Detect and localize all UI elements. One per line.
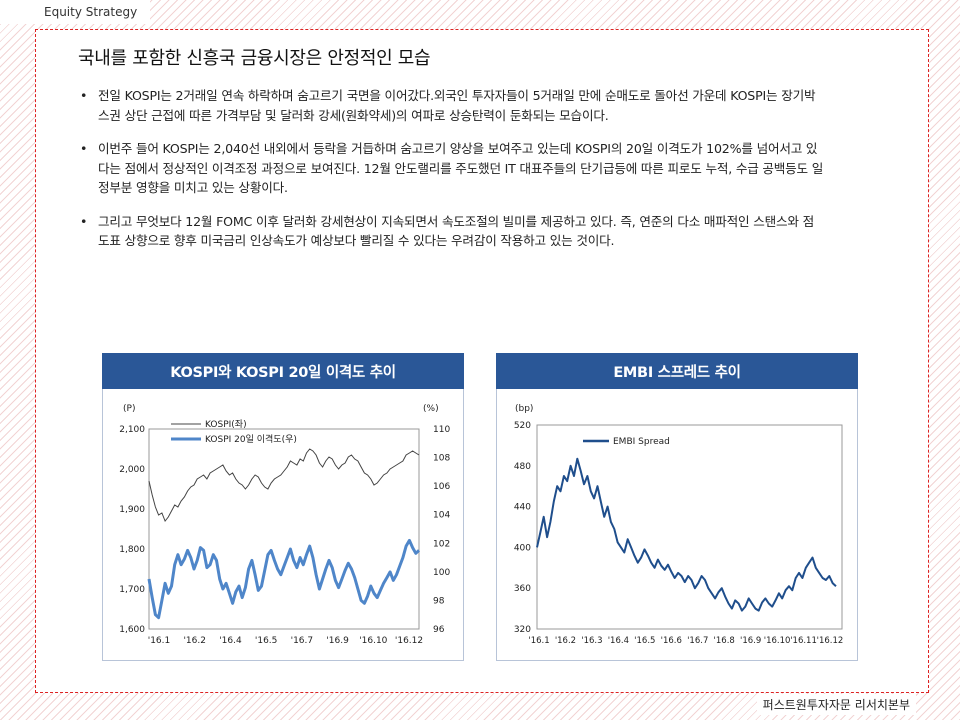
kospi-plot-frame <box>148 428 420 630</box>
embi-x-tick-label: '16.11 <box>790 636 817 646</box>
embi-y-tick-label: 320 <box>514 625 531 635</box>
embi-y-tick-label: 440 <box>514 503 531 513</box>
kospi-right-tick-label: 98 <box>433 596 445 606</box>
embi-legend: EMBI Spread <box>583 437 670 447</box>
kospi-right-tick-label: 104 <box>433 511 450 521</box>
kospi-right-tick-label: 96 <box>433 625 445 635</box>
kospi-chart-svg: (P) (%) 1,600 1,700 1,800 1,900 2,000 2,100 9… <box>119 404 450 646</box>
footer-credit: 퍼스트원투자자문 리서치본부 <box>756 694 916 715</box>
kospi-gap-series-line <box>147 538 421 620</box>
embi-x-tick-label: '16.5 <box>634 636 655 646</box>
bullet-text: 그리고 무엇보다 12월 FOMC 이후 달러화 강세현상이 지속되면서 속도조… <box>98 213 814 249</box>
embi-y-tick-label: 400 <box>514 543 531 553</box>
kospi-left-tick-label: 2,000 <box>119 465 145 475</box>
kospi-x-tick-label: '16.1 <box>148 636 171 646</box>
kospi-x-tick-label: '16.4 <box>219 636 242 646</box>
kospi-x-tick-label: '16.9 <box>326 636 349 646</box>
kospi-right-tick-label: 108 <box>433 454 450 464</box>
embi-series-line <box>536 457 837 612</box>
embi-x-tick-label: '16.12 <box>817 636 844 646</box>
kospi-left-unit: (P) <box>123 404 135 414</box>
kospi-legend: KOSPI(좌) KOSPI 20일 이격도(우) <box>171 419 297 445</box>
kospi-x-tick-label: '16.7 <box>291 636 314 646</box>
kospi-right-tick-label: 102 <box>433 539 450 549</box>
kospi-x-tick-label: '16.5 <box>255 636 278 646</box>
embi-y-unit: (bp) <box>515 404 533 414</box>
page-title: 국내를 포함한 신흥국 금융시장은 안정적인 모습 <box>78 48 431 69</box>
embi-x-tick-label: '16.6 <box>661 636 682 646</box>
report-section-tag: Equity Strategy <box>0 0 150 24</box>
embi-x-tick-label: '16.2 <box>555 636 576 646</box>
embi-chart-body: (bp) 320 360 400 440 480 520 '16.1 '16.2 '16.3 '… <box>496 389 858 661</box>
bullet-dot-icon: • <box>80 213 88 229</box>
kospi-right-tick-label: 106 <box>433 482 450 492</box>
embi-chart-svg: (bp) 320 360 400 440 480 520 '16.1 '16.2 '16.3 '… <box>514 404 844 646</box>
kospi-x-tick-label: '16.12 <box>395 636 423 646</box>
embi-x-tick-label: '16.4 <box>608 636 629 646</box>
legend-label-kospi: KOSPI(좌) <box>205 419 247 430</box>
embi-chart-title: EMBI 스프레드 추이 <box>496 353 858 389</box>
bullet-text: 전일 KOSPI는 2거래일 연속 하락하며 숨고르기 국면을 이어갔다.외국인… <box>98 88 816 123</box>
embi-plot-frame <box>536 424 843 630</box>
embi-y-tick-label: 360 <box>514 584 531 594</box>
kospi-left-tick-label: 1,900 <box>119 505 145 515</box>
bullet-item: • 전일 KOSPI는 2거래일 연속 하락하며 숨고르기 국면을 이어갔다.외… <box>80 86 825 125</box>
kospi-x-tick-label: '16.10 <box>359 636 388 646</box>
kospi-left-tick-label: 1,800 <box>119 545 145 555</box>
bullet-dot-icon: • <box>80 88 88 103</box>
embi-x-tick-label: '16.10 <box>764 636 791 646</box>
kospi-left-tick-label: 1,700 <box>119 585 145 595</box>
bullet-list: • 전일 KOSPI는 2거래일 연속 하락하며 숨고르기 국면을 이어갔다.외… <box>80 86 825 265</box>
bullet-item: • 그리고 무엇보다 12월 FOMC 이후 달러화 강세현상이 지속되면서 속… <box>80 212 825 251</box>
kospi-chart-box: KOSPI와 KOSPI 20일 이격도 추이 (P) (%) 1,600 1,7… <box>102 353 464 661</box>
embi-x-tick-label: '16.8 <box>714 636 735 646</box>
kospi-right-tick-label: 110 <box>433 425 450 435</box>
kospi-series-line <box>148 448 420 522</box>
embi-x-tick-label: '16.7 <box>687 636 708 646</box>
kospi-x-tick-label: '16.2 <box>183 636 206 646</box>
kospi-right-tick-label: 100 <box>433 568 450 578</box>
legend-label-embi: EMBI Spread <box>613 437 670 447</box>
legend-label-gap: KOSPI 20일 이격도(우) <box>205 433 297 445</box>
kospi-left-tick-label: 1,600 <box>119 625 145 635</box>
embi-chart-box: EMBI 스프레드 추이 (bp) 320 360 400 440 480 520 '16… <box>496 353 858 661</box>
bullet-item: • 이번주 들어 KOSPI는 2,040선 내외에서 등락을 거듭하며 숨고르… <box>80 139 825 198</box>
kospi-left-tick-label: 2,100 <box>119 425 145 435</box>
kospi-chart-body: (P) (%) 1,600 1,700 1,800 1,900 2,000 2,100 9… <box>102 389 464 661</box>
bullet-text: 이번주 들어 KOSPI는 2,040선 내외에서 등락을 거듭하며 숨고르기 … <box>98 141 824 195</box>
embi-y-tick-label: 480 <box>514 462 531 472</box>
bullet-dot-icon: • <box>80 141 88 156</box>
embi-y-tick-label: 520 <box>514 421 531 431</box>
embi-x-tick-label: '16.3 <box>581 636 602 646</box>
kospi-chart-title: KOSPI와 KOSPI 20일 이격도 추이 <box>102 353 464 389</box>
kospi-right-unit: (%) <box>423 404 439 414</box>
embi-x-tick-label: '16.1 <box>528 636 549 646</box>
embi-x-tick-label: '16.9 <box>740 636 761 646</box>
